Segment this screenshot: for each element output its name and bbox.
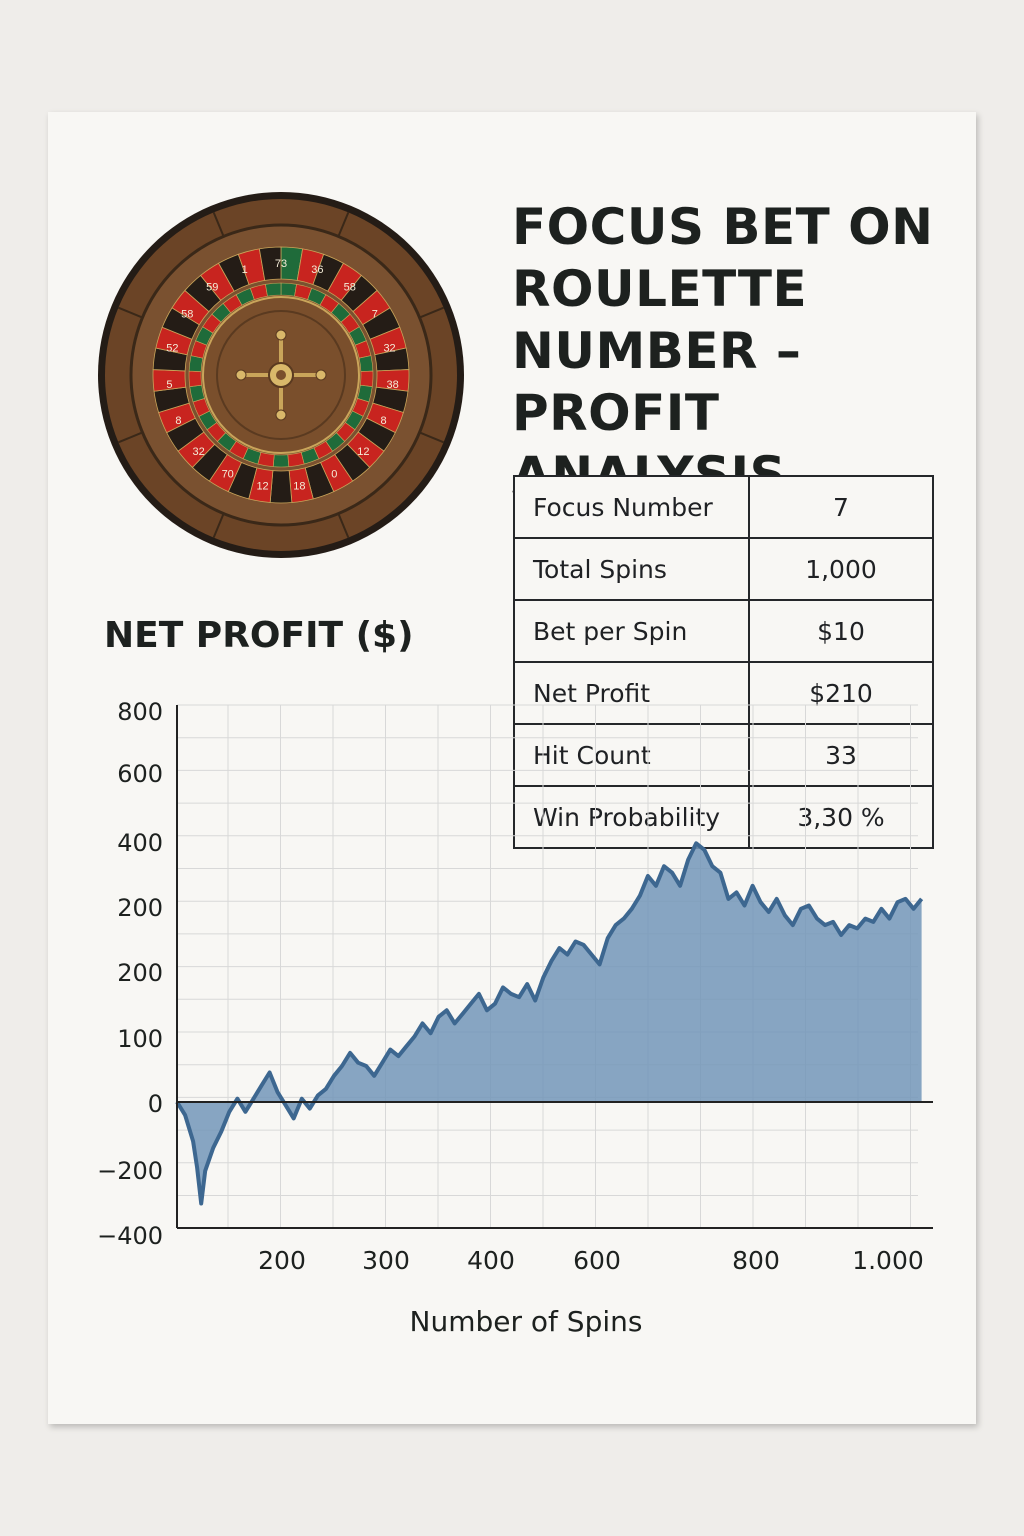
wheel-number: 32: [192, 446, 204, 458]
wheel-pocket: [258, 246, 282, 281]
stat-value: 7: [748, 475, 934, 539]
wheel-number: 7: [372, 309, 378, 321]
wheel-number: 5: [166, 379, 172, 391]
wheel-rim-divider: [337, 513, 350, 538]
stats-table: Focus Number 7 Total Spins 1,000 Bet per Spi…: [513, 475, 934, 849]
x-tick-label: 600: [573, 1246, 621, 1275]
stat-label: Bet per Spin: [513, 599, 750, 663]
y-tick-label: −400: [97, 1222, 163, 1250]
turret-knob: [315, 369, 327, 381]
x-axis-label: Number of Spins: [410, 1305, 643, 1338]
wheel-rim-divider: [212, 513, 225, 538]
turret-knob: [275, 329, 287, 341]
x-tick-label: 800: [732, 1246, 780, 1275]
wheel-rim-divider: [118, 431, 143, 444]
wheel-number: 18: [293, 480, 305, 492]
stats-row: Net Profit $210: [513, 661, 934, 725]
wheel-number: 0: [331, 469, 337, 481]
wheel-number: 58: [181, 309, 193, 321]
y-tick-label: −200: [97, 1157, 163, 1185]
stat-label: Total Spins: [513, 537, 750, 601]
x-tick-label: 200: [258, 1246, 306, 1275]
x-tick-label: 400: [467, 1246, 515, 1275]
stats-row: Total Spins 1,000: [513, 537, 934, 601]
y-tick-label: 100: [117, 1025, 163, 1053]
wheel-number: 36: [311, 264, 323, 276]
stat-value: 1,000: [748, 537, 934, 601]
turret-center: [276, 370, 286, 380]
wheel-number: 12: [256, 480, 268, 492]
stat-value: 33: [748, 723, 934, 787]
wheel-number: 38: [386, 379, 398, 391]
wheel-number: 1: [242, 264, 248, 276]
stats-row: Focus Number 7: [513, 475, 934, 539]
stat-value: $10: [748, 599, 934, 663]
y-tick-label: 400: [117, 829, 163, 857]
stats-row: Hit Count 33: [513, 723, 934, 787]
y-tick-label: 0: [148, 1090, 163, 1118]
stat-label: Hit Count: [513, 723, 750, 787]
wheel-number: 8: [175, 415, 181, 427]
y-tick-label: 200: [117, 959, 163, 987]
stat-label: Net Profit: [513, 661, 750, 725]
wheel-rim-divider: [118, 306, 143, 319]
wheel-rim-divider: [419, 431, 444, 444]
roulette-wheel-icon: 73 36 58 7 32 38 8 12 0 18 12 70 32 8 5 52 58 59 1: [98, 192, 464, 558]
y-tick-label: 800: [117, 698, 163, 726]
y-tick-label: 200: [117, 894, 163, 922]
wheel-number: 52: [166, 343, 178, 355]
wheel-rim-divider: [337, 212, 350, 237]
wheel-number: 58: [344, 282, 356, 294]
area-fill: [177, 843, 922, 1204]
turret-knob: [275, 409, 287, 421]
stats-row: Win Probability 3,30 %: [513, 785, 934, 849]
x-tick-label: 300: [362, 1246, 410, 1275]
wheel-number: 12: [357, 446, 369, 458]
stat-value: 3,30 %: [748, 785, 934, 849]
wheel-number: 70: [222, 469, 234, 481]
stat-label: Focus Number: [513, 475, 750, 539]
x-tick-label: 1.000: [852, 1246, 924, 1275]
wheel-cone-ring: [216, 310, 346, 440]
wheel-number: 73: [275, 258, 287, 270]
turret-knob: [235, 369, 247, 381]
wheel-number: 8: [381, 415, 387, 427]
chart-title: NET PROFIT ($): [104, 615, 414, 656]
wheel-slot: [265, 282, 282, 297]
wheel-number: 32: [383, 343, 395, 355]
wheel-rim-divider: [212, 212, 225, 237]
stat-value: $210: [748, 661, 934, 725]
y-tick-label: 600: [117, 760, 163, 788]
wheel-rim-divider: [419, 306, 444, 319]
wheel-number: 59: [206, 282, 218, 294]
stat-label: Win Probability: [513, 785, 750, 849]
stats-row: Bet per Spin $10: [513, 599, 934, 663]
